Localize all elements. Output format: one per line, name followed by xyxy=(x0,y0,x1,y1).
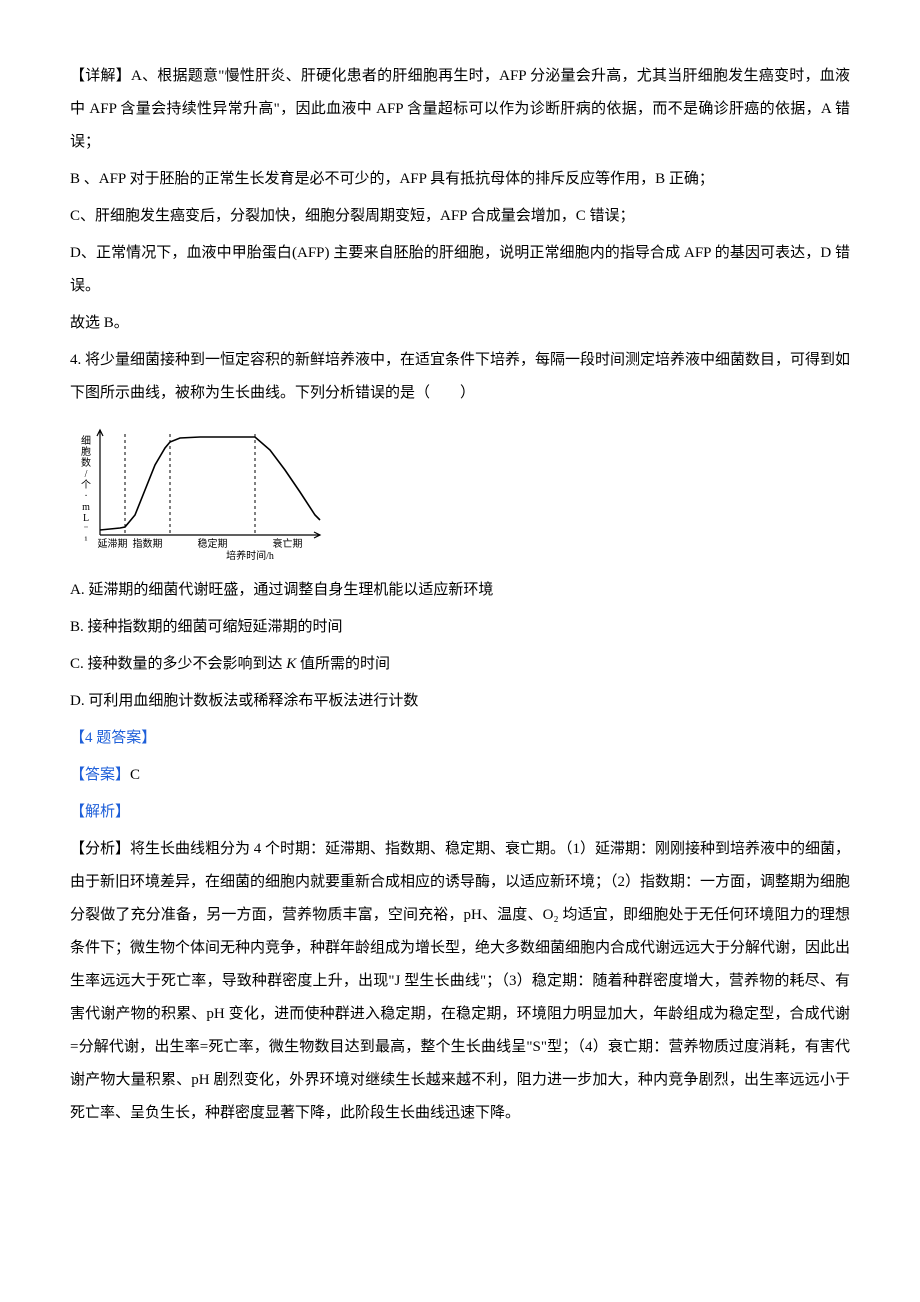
svg-text:m: m xyxy=(82,502,90,513)
q4-option-d: D. 可利用血细胞计数板法或稀释涂布平板法进行计数 xyxy=(70,685,850,718)
q4-analysis-label: 【解析】 xyxy=(70,796,850,829)
q4-option-a: A. 延滞期的细菌代谢旺盛，通过调整自身生理机能以适应新环境 xyxy=(70,574,850,607)
q4-option-c-post: 值所需的时间 xyxy=(296,656,390,672)
q3-detail-c: C、肝细胞发生癌变后，分裂加快，细胞分裂周期变短，AFP 合成量会增加，C 错误… xyxy=(70,200,850,233)
q4-option-c-k: K xyxy=(286,656,296,672)
svg-text:数: 数 xyxy=(81,456,91,469)
svg-text:胞: 胞 xyxy=(81,446,91,458)
svg-text:衰亡期: 衰亡期 xyxy=(273,537,303,550)
svg-text:培养时间/h: 培养时间/h xyxy=(226,549,274,560)
q4-answer-header: 【4 题答案】 xyxy=(70,722,850,755)
svg-text:¹: ¹ xyxy=(85,535,88,546)
svg-text:·: · xyxy=(84,491,87,502)
svg-text:细: 细 xyxy=(81,434,91,447)
svg-text:指数期: 指数期 xyxy=(133,537,163,550)
q4-answer-label: 【答案】 xyxy=(70,767,130,783)
growth-curve-svg: 延滞期指数期 稳定期 衰亡期培养时间/h 细胞数/个·mL⁻¹ xyxy=(70,420,330,560)
growth-curve-chart: 延滞期指数期 稳定期 衰亡期培养时间/h 细胞数/个·mL⁻¹ xyxy=(70,420,850,560)
q3-conclusion: 故选 B。 xyxy=(70,307,850,340)
svg-text:L: L xyxy=(83,513,89,524)
svg-text:/: / xyxy=(85,469,88,480)
svg-text:个: 个 xyxy=(81,479,91,491)
q3-detail-d: D、正常情况下，血液中甲胎蛋白(AFP) 主要来自胚胎的肝细胞，说明正常细胞内的… xyxy=(70,237,850,303)
q4-analysis-body: 【分析】将生长曲线粗分为 4 个时期：延滞期、指数期、稳定期、衰亡期。（1）延滞… xyxy=(70,833,850,1130)
q3-detail-a: 【详解】A、根据题意"慢性肝炎、肝硬化患者的肝细胞再生时，AFP 分泌量会升高，… xyxy=(70,60,850,159)
svg-text:稳定期: 稳定期 xyxy=(198,537,228,550)
svg-text:延滞期: 延滞期 xyxy=(98,538,128,550)
q4-stem: 4. 将少量细菌接种到一恒定容积的新鲜培养液中，在适宜条件下培养，每隔一段时间测… xyxy=(70,344,850,410)
svg-text:⁻: ⁻ xyxy=(83,524,88,535)
q4-option-b: B. 接种指数期的细菌可缩短延滞期的时间 xyxy=(70,611,850,644)
q3-detail-b: B 、AFP 对于胚胎的正常生长发育是必不可少的，AFP 具有抵抗母体的排斥反应… xyxy=(70,163,850,196)
q4-option-c: C. 接种数量的多少不会影响到达 K 值所需的时间 xyxy=(70,648,850,681)
q4-answer-value: C xyxy=(130,767,140,783)
q4-answer-line: 【答案】C xyxy=(70,759,850,792)
q4-option-c-pre: C. 接种数量的多少不会影响到达 xyxy=(70,656,286,672)
